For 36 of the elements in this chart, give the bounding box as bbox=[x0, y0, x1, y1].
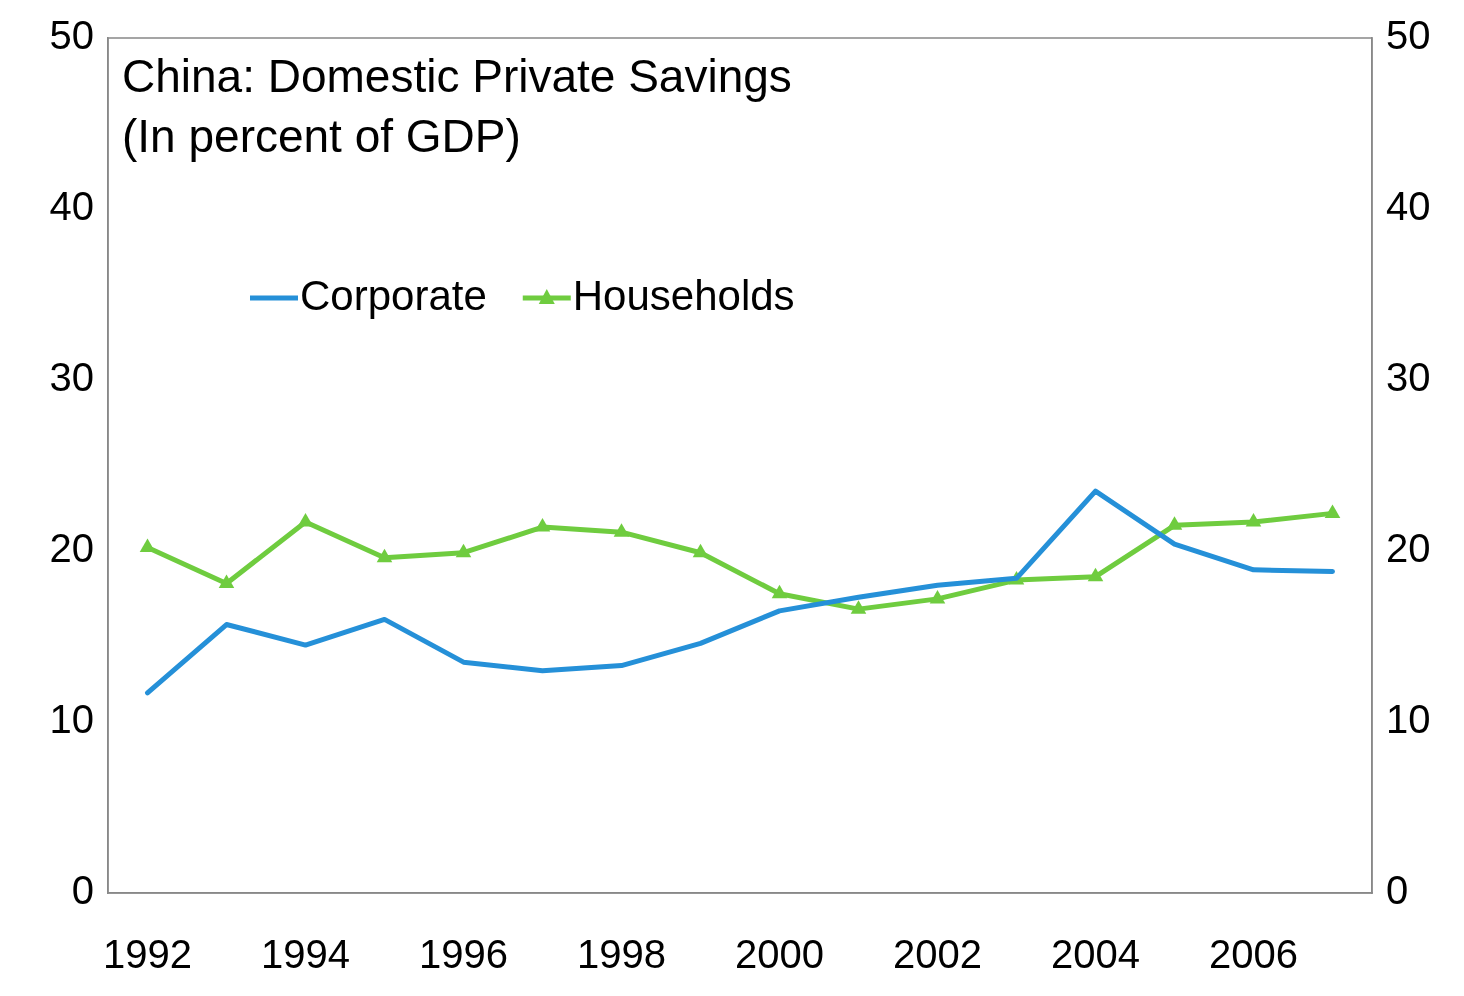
y-tick-label: 20 bbox=[49, 526, 94, 571]
chart-title: China: Domestic Private Savings bbox=[122, 49, 792, 102]
y2-tick-label: 50 bbox=[1386, 13, 1431, 58]
legend-label: Corporate bbox=[300, 271, 487, 319]
y2-tick-label: 0 bbox=[1386, 868, 1409, 913]
point bbox=[534, 518, 551, 532]
y2-tick-label: 10 bbox=[1386, 697, 1431, 742]
y2-tick-label: 20 bbox=[1386, 526, 1431, 571]
point bbox=[1245, 512, 1262, 527]
x-tick-label: 1996 bbox=[419, 932, 508, 977]
y2-tick-label: 40 bbox=[1386, 184, 1431, 229]
point bbox=[1166, 516, 1183, 530]
point bbox=[771, 584, 788, 599]
x-tick-label: 2006 bbox=[1209, 932, 1298, 977]
point bbox=[1087, 567, 1104, 582]
x-tick-label: 1992 bbox=[103, 932, 192, 977]
point bbox=[929, 589, 946, 604]
point bbox=[613, 523, 630, 537]
point bbox=[218, 574, 235, 588]
y-tick-label: 0 bbox=[71, 868, 94, 913]
y-tick-label: 50 bbox=[49, 13, 94, 58]
legend-label: Households bbox=[572, 271, 795, 319]
x-tick-label: 2002 bbox=[893, 932, 982, 977]
x-tick-label: 1994 bbox=[261, 932, 350, 977]
y-tick-label: 30 bbox=[49, 355, 94, 400]
y2-tick-label: 30 bbox=[1386, 355, 1431, 400]
y-tick-label: 40 bbox=[49, 184, 94, 229]
x-tick-label: 2004 bbox=[1051, 932, 1140, 977]
y-tick-label: 10 bbox=[49, 697, 94, 742]
x-tick-label: 1998 bbox=[577, 932, 666, 977]
x-tick-label: 2000 bbox=[735, 932, 824, 977]
text: (In percent of GDP) bbox=[122, 109, 521, 162]
point bbox=[455, 543, 472, 558]
point bbox=[1324, 504, 1341, 518]
point bbox=[376, 548, 393, 563]
point bbox=[850, 600, 867, 614]
